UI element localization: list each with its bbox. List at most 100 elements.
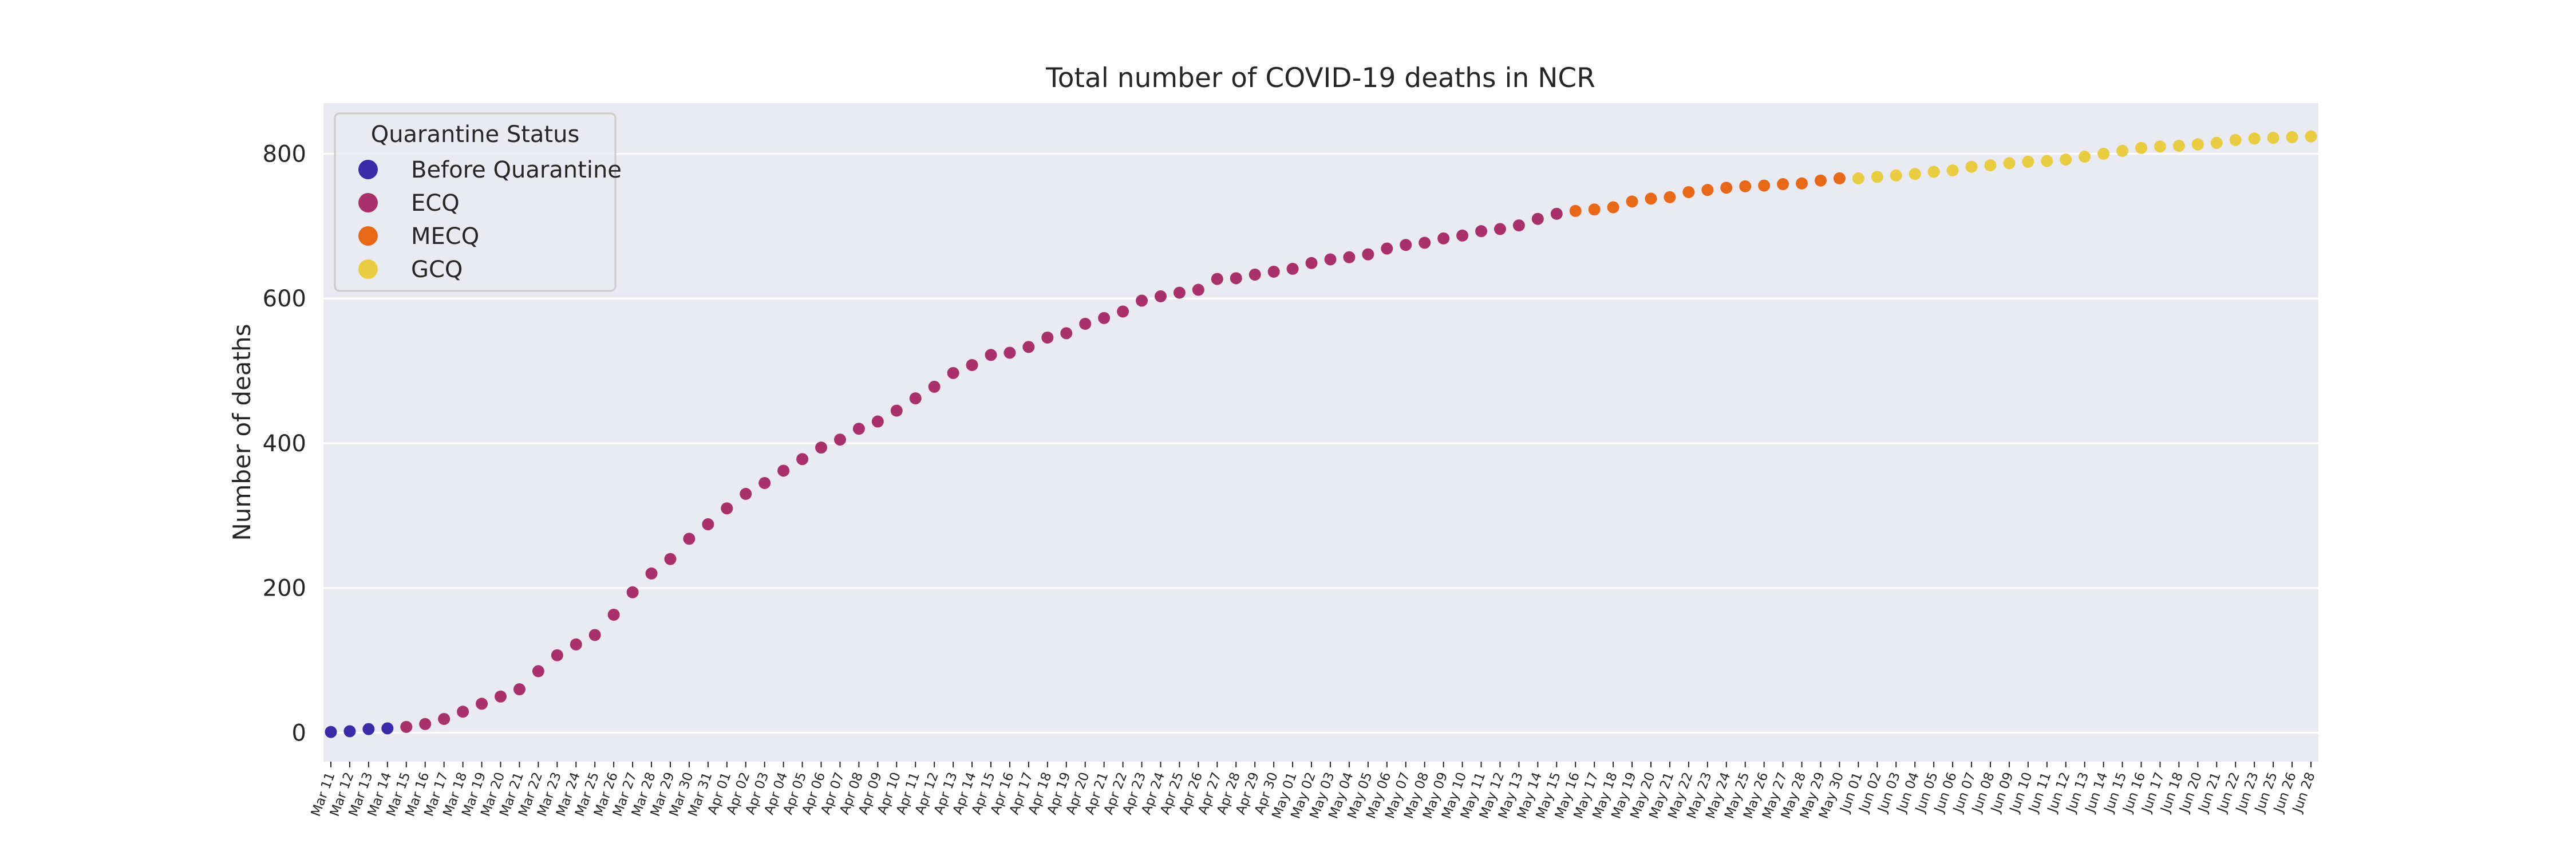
data-point: Apr 17: 533 xyxy=(1022,341,1035,353)
y-tick-label: 0 xyxy=(292,720,306,746)
data-point: Jun 14: 800 xyxy=(2097,147,2110,160)
plot-area xyxy=(323,103,2318,762)
data-point: May 04: 657 xyxy=(1343,251,1356,263)
y-tick-label: 600 xyxy=(263,286,306,312)
data-point: Apr 03: 345 xyxy=(758,476,771,489)
legend: Quarantine Status Before Quarantine ECQ ME… xyxy=(334,112,622,292)
data-point: Apr 16: 525 xyxy=(1003,346,1016,359)
gridlines xyxy=(323,152,2318,734)
data-point: May 17: 723 xyxy=(1588,203,1601,216)
data-point: Apr 11: 462 xyxy=(909,392,922,405)
legend-label: ECQ xyxy=(411,190,460,216)
legend-label: MECQ xyxy=(411,223,479,250)
data-point: May 22: 747 xyxy=(1682,186,1695,198)
data-point: Mar 20: 50 xyxy=(494,690,507,703)
data-point: Jun 22: 819 xyxy=(2229,133,2242,146)
data-point: Apr 25: 608 xyxy=(1173,286,1186,299)
data-point: May 28: 759 xyxy=(1796,177,1808,190)
data-point: Jun 21: 815 xyxy=(2210,137,2223,149)
data-point: Jun 06: 777 xyxy=(1946,164,1959,177)
data-point: Apr 23: 597 xyxy=(1136,294,1148,307)
data-point: May 26: 756 xyxy=(1758,179,1771,192)
data-point: Jun 26: 823 xyxy=(2286,131,2298,143)
data-point: Jun 03: 770 xyxy=(1890,169,1902,182)
data-point: Mar 28: 220 xyxy=(645,567,658,580)
data-point: May 21: 740 xyxy=(1664,191,1676,203)
data-point: May 12: 696 xyxy=(1494,223,1506,235)
data-point: Mar 27: 194 xyxy=(626,586,639,598)
legend-marker xyxy=(358,160,378,179)
data-point: Apr 13: 497 xyxy=(947,367,959,379)
data-point: May 23: 750 xyxy=(1701,184,1714,196)
data-point: Mar 23: 107 xyxy=(551,649,563,661)
data-point: May 06: 669 xyxy=(1381,242,1393,255)
chart-title: Total number of COVID-19 deaths in NCR xyxy=(1045,62,1595,94)
data-point: Jun 28: 824 xyxy=(2305,130,2317,143)
data-point: Apr 02: 330 xyxy=(740,487,752,500)
data-point: Mar 11: 1 xyxy=(325,726,337,738)
data-point: Mar 29: 240 xyxy=(664,553,677,565)
data-point: Jun 20: 813 xyxy=(2191,138,2204,151)
data-point: Jun 23: 821 xyxy=(2248,132,2261,145)
data-point: Mar 31: 288 xyxy=(702,518,714,530)
data-point: Apr 24: 603 xyxy=(1154,290,1167,302)
data-point: Apr 27: 627 xyxy=(1211,273,1223,285)
data-point: Mar 26: 163 xyxy=(607,608,620,621)
data-point: May 03: 654 xyxy=(1324,253,1337,266)
legend-label: GCQ xyxy=(411,257,463,283)
data-point: Apr 30: 637 xyxy=(1267,265,1280,278)
y-tick-label: 400 xyxy=(263,431,306,457)
data-point: May 02: 649 xyxy=(1305,257,1318,269)
legend-marker xyxy=(358,226,378,246)
data-point: Apr 21: 573 xyxy=(1098,312,1111,324)
y-axis-ticks: 0 200 400 600 800 xyxy=(263,141,306,746)
data-point: Jun 07: 782 xyxy=(1965,160,1978,173)
data-point: May 09: 683 xyxy=(1437,232,1450,245)
legend-marker xyxy=(358,193,378,212)
data-point: Apr 04: 362 xyxy=(777,464,790,477)
data-point: May 08: 677 xyxy=(1419,237,1431,249)
y-tick-label: 800 xyxy=(263,141,306,167)
data-point: May 20: 738 xyxy=(1645,192,1657,205)
data-point: Apr 22: 582 xyxy=(1117,305,1129,318)
data-point: Jun 10: 789 xyxy=(2022,155,2034,168)
data-point: Mar 15: 8 xyxy=(400,720,413,733)
data-point: May 15: 717 xyxy=(1550,207,1563,220)
data-point: Apr 26: 612 xyxy=(1192,283,1204,296)
data-point: Mar 30: 268 xyxy=(683,533,696,545)
legend-marker xyxy=(358,259,378,279)
data-point: Jun 25: 822 xyxy=(2267,132,2279,144)
data-point: Mar 14: 6 xyxy=(381,722,394,735)
data-point: Apr 10: 445 xyxy=(890,404,903,417)
data-point: May 24: 753 xyxy=(1720,182,1733,194)
data-point: May 27: 758 xyxy=(1777,178,1789,191)
data-point: Jun 12: 792 xyxy=(2060,153,2072,166)
data-point: Mar 18: 29 xyxy=(457,706,469,718)
data-point: Apr 15: 522 xyxy=(985,349,997,361)
data-point: Mar 17: 19 xyxy=(438,712,451,725)
legend-title: Quarantine Status xyxy=(371,121,580,148)
data-points: Mar 11: 1 Mar 12: 2 Mar 13: 5 Mar 14: 6 Mar … xyxy=(325,130,2317,738)
data-point: Apr 14: 508 xyxy=(966,358,978,371)
data-point: Mar 21: 60 xyxy=(513,683,526,696)
y-axis-label: Number of deaths xyxy=(228,324,256,541)
data-point: May 01: 641 xyxy=(1286,262,1299,275)
data-point: Apr 20: 565 xyxy=(1079,317,1092,330)
data-point: May 10: 687 xyxy=(1456,229,1469,242)
data-point: Mar 12: 2 xyxy=(343,725,356,738)
data-point: May 13: 701 xyxy=(1512,219,1525,232)
data-point: Jun 08: 784 xyxy=(1984,159,1997,172)
data-point: May 29: 763 xyxy=(1814,174,1827,187)
data-point: May 30: 766 xyxy=(1833,172,1846,184)
data-point: Jun 09: 787 xyxy=(2003,157,2016,170)
data-point: Mar 16: 12 xyxy=(419,718,432,730)
data-point: Apr 05: 378 xyxy=(796,453,809,466)
data-point: Jun 17: 810 xyxy=(2154,140,2166,153)
data-point: Apr 07: 405 xyxy=(833,434,846,446)
data-point: May 14: 710 xyxy=(1531,212,1544,225)
data-point: May 18: 726 xyxy=(1607,201,1619,214)
legend-frame xyxy=(334,112,617,292)
data-point: May 11: 693 xyxy=(1475,225,1488,238)
data-point: Jun 16: 808 xyxy=(2135,141,2148,154)
